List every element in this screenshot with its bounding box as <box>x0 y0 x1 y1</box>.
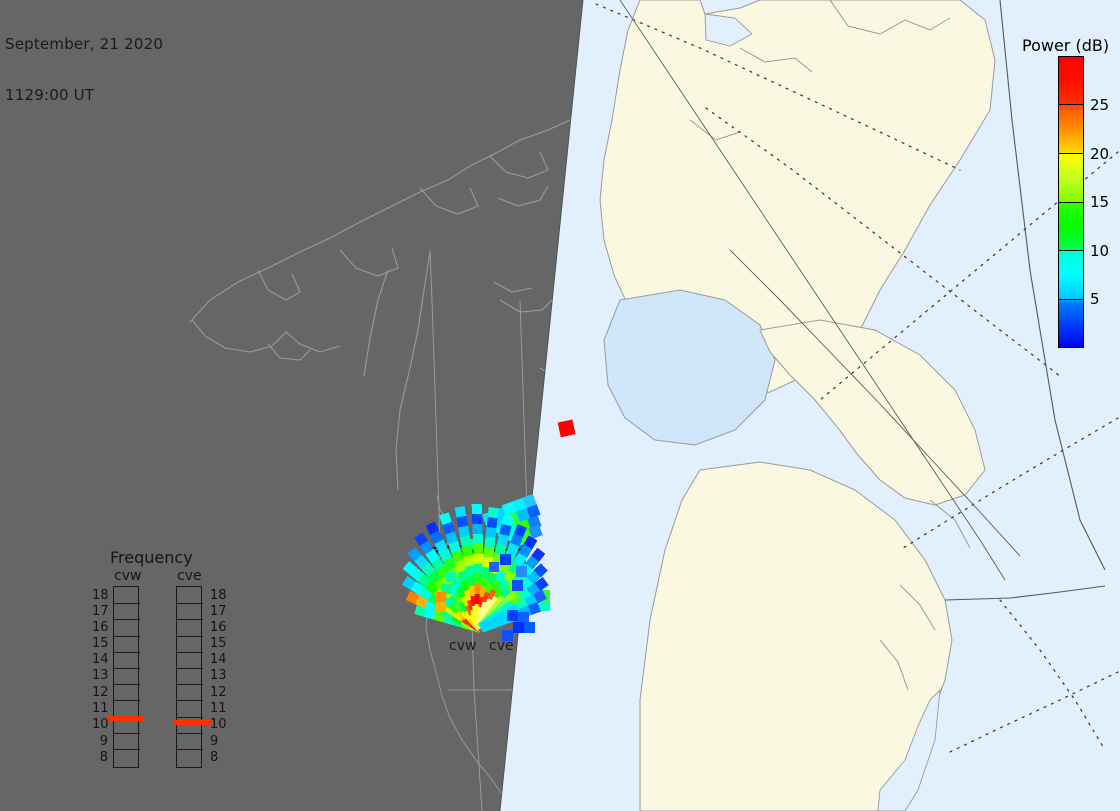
terminator-line <box>499 0 584 811</box>
station-label-cvw: cvw <box>449 638 477 654</box>
colorbar-divider-10 <box>1058 250 1084 251</box>
freq-label-left-9: 9 <box>99 734 108 749</box>
freq-label-left-11: 11 <box>92 701 109 716</box>
day-coastlines <box>689 0 971 691</box>
freq-label-right-15: 15 <box>210 636 227 651</box>
colorbar-divider-25 <box>1058 104 1084 105</box>
colorbar-tick-15: 15 <box>1090 193 1110 211</box>
freq-label-right-13: 13 <box>210 668 227 683</box>
radar-backscatter-overlay <box>402 419 576 641</box>
freq-label-left-16: 16 <box>92 620 109 635</box>
freq-label-right-14: 14 <box>210 652 227 667</box>
freq-column-cvw <box>113 586 140 768</box>
colorbar-tick-5: 5 <box>1090 290 1100 308</box>
freq-label-right-17: 17 <box>210 604 227 619</box>
grid-lines-dotted <box>595 3 1119 753</box>
hudson-bay <box>603 289 776 446</box>
freq-label-right-12: 12 <box>210 685 227 700</box>
freq-label-left-13: 13 <box>92 668 109 683</box>
freq-label-left-18: 18 <box>92 588 109 603</box>
freq-column-cve <box>176 586 203 768</box>
colorbar-tick-20: 20 <box>1090 145 1110 163</box>
freq-column-name-cvw: cvw <box>114 568 142 584</box>
freq-label-right-10: 10 <box>210 717 227 732</box>
grid-lines-solid <box>619 0 1021 581</box>
colorbar-divider-15 <box>1058 202 1084 203</box>
map-frame-boundary <box>944 0 1106 601</box>
radar-fan-main <box>402 503 549 641</box>
freq-marker-cvw <box>107 716 144 721</box>
arctic-inlet <box>704 13 753 47</box>
colorbar-tick-10: 10 <box>1090 242 1110 260</box>
colorbar-title: Power (dB) <box>1022 36 1110 55</box>
eastern-canada-landmass <box>759 319 986 506</box>
timestamp-overlay: September, 21 2020 1129:00 UT <box>5 2 163 138</box>
freq-label-right-11: 11 <box>210 701 227 716</box>
freq-label-left-10: 10 <box>92 717 109 732</box>
freq-label-left-12: 12 <box>92 685 109 700</box>
freq-column-name-cve: cve <box>177 568 202 584</box>
timestamp-time: 1129:00 UT <box>5 86 95 104</box>
freq-label-left-14: 14 <box>92 652 109 667</box>
freq-label-right-9: 9 <box>210 734 219 749</box>
freq-label-left-17: 17 <box>92 604 109 619</box>
freq-label-left-15: 15 <box>92 636 109 651</box>
gulf-coast-water <box>877 688 941 811</box>
station-label-cve: cve <box>489 638 514 654</box>
radar-cell-isolated <box>557 419 576 438</box>
timestamp-date: September, 21 2020 <box>5 35 164 53</box>
freq-label-right-18: 18 <box>210 588 227 603</box>
freq-label-left-8: 8 <box>99 750 108 765</box>
freq-label-right-16: 16 <box>210 620 227 635</box>
colorbar-divider-20 <box>1058 153 1084 154</box>
freq-label-right-8: 8 <box>210 750 219 765</box>
colorbar-tick-25: 25 <box>1090 96 1110 114</box>
freq-marker-cve <box>174 720 211 725</box>
frequency-legend-title: Frequency <box>110 548 193 567</box>
colorbar-divider-5 <box>1058 299 1084 300</box>
